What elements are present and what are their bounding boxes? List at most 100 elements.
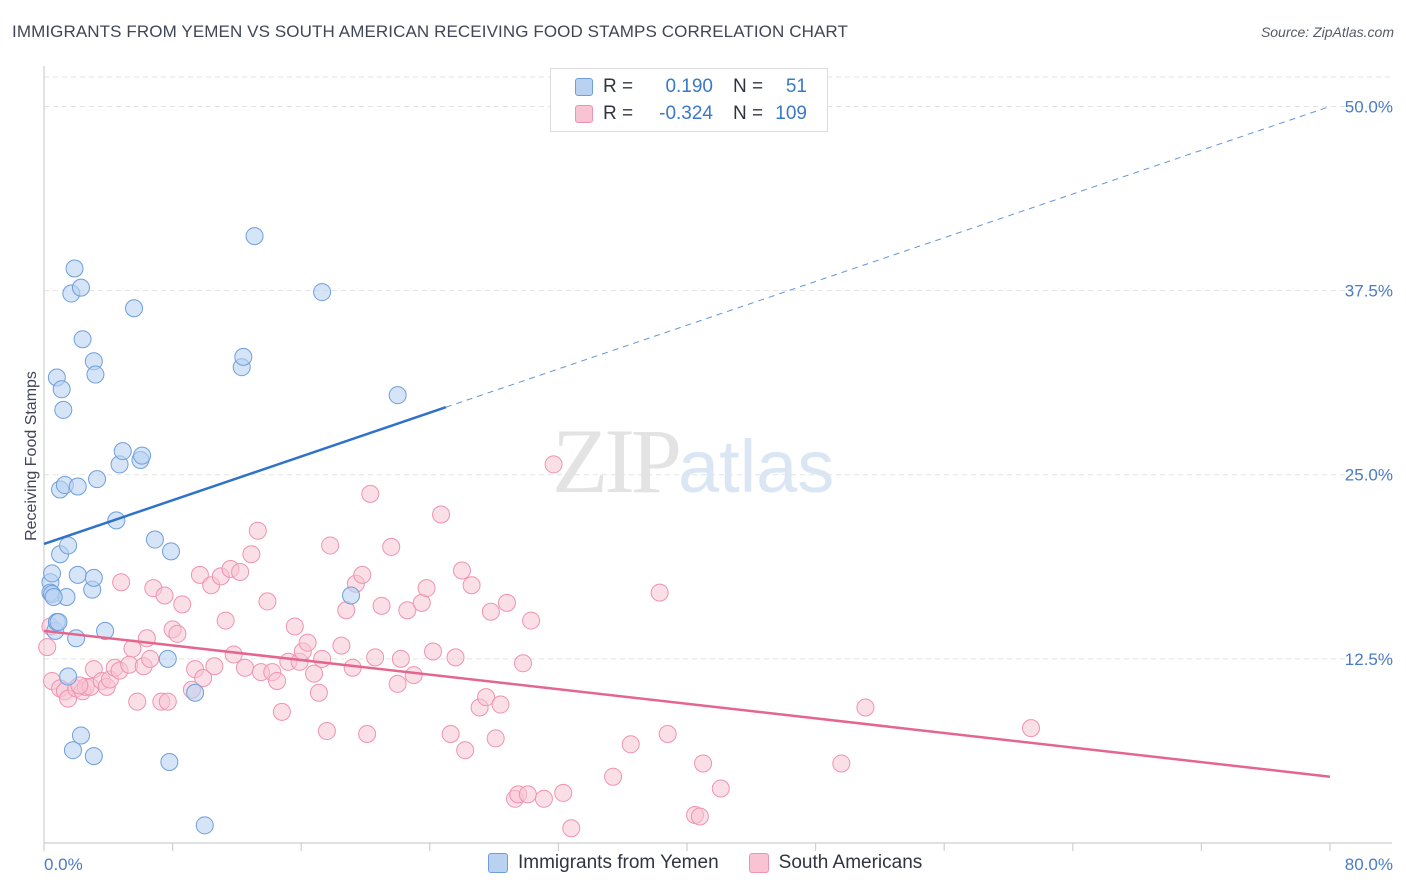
x-tick-label: 80.0% [1345, 855, 1393, 874]
data-point-south-americans [404, 666, 423, 685]
data-point-south-americans [856, 698, 875, 717]
data-point-yemen [67, 629, 86, 648]
trend-line-yemen-extrapolated [445, 105, 1331, 408]
data-point-yemen [342, 586, 361, 605]
data-point-south-americans [446, 648, 465, 667]
data-point-south-americans [497, 593, 516, 612]
data-point-south-americans [353, 565, 372, 584]
chart-title: IMMIGRANTS FROM YEMEN VS SOUTH AMERICAN … [12, 22, 848, 41]
data-point-yemen [245, 227, 264, 246]
data-point-south-americans [231, 562, 250, 581]
data-point-south-americans [112, 573, 131, 592]
data-point-south-americans [358, 724, 377, 743]
data-point-south-americans [305, 664, 324, 683]
legend-n-label: N = [733, 76, 764, 97]
data-point-yemen [195, 816, 214, 835]
data-point-south-americans [650, 583, 669, 602]
data-point-yemen [68, 565, 87, 584]
trend-line-south-americans [43, 629, 1331, 778]
bottom-legend-label: South Americans [778, 852, 923, 873]
data-point-south-americans [456, 741, 475, 760]
legend-swatch-pink [575, 105, 593, 123]
data-point-south-americans [432, 505, 451, 524]
data-point-south-americans [38, 638, 57, 657]
bottom-legend-swatch-blue [488, 853, 508, 873]
data-point-south-americans [361, 484, 380, 503]
data-point-south-americans [658, 724, 677, 743]
bottom-legend-yemen: Immigrants from Yemen [488, 852, 719, 874]
data-point-south-americans [321, 536, 340, 555]
data-point-south-americans [462, 576, 481, 595]
data-point-south-americans [452, 561, 471, 580]
y-axis-label: Receiving Food Stamps [23, 371, 40, 541]
legend-n-label: N = [733, 103, 764, 124]
data-point-south-americans [317, 722, 336, 741]
data-point-yemen [65, 259, 84, 278]
trend-line-yemen [43, 406, 447, 546]
data-point-south-americans [366, 648, 385, 667]
data-point-south-americans [158, 692, 177, 711]
data-point-yemen [161, 542, 180, 561]
data-point-south-americans [711, 779, 730, 798]
legend-n-value: 51 [785, 76, 807, 97]
data-point-south-americans [258, 592, 277, 611]
data-point-yemen [84, 568, 103, 587]
legend-r-value: -0.324 [659, 103, 713, 124]
trend-lines [43, 105, 1331, 778]
data-point-yemen [145, 530, 164, 549]
data-point-south-americans [391, 649, 410, 668]
data-point-south-americans [518, 785, 537, 804]
data-point-south-americans [224, 645, 243, 664]
data-point-yemen [186, 683, 205, 702]
data-point-yemen [125, 299, 144, 318]
data-point-south-americans [522, 611, 541, 630]
bottom-legend: Immigrants from Yemen South Americans [488, 852, 952, 874]
data-point-south-americans [372, 596, 391, 615]
data-point-south-americans [424, 642, 443, 661]
data-point-south-americans [690, 807, 709, 826]
data-point-south-americans [554, 783, 573, 802]
data-point-yemen [43, 564, 62, 583]
tick-labels: 12.5% 25.0% 37.5% 50.0% 0.0% 80.0% [44, 97, 1393, 874]
data-point-yemen [313, 283, 332, 302]
data-point-south-americans [268, 671, 287, 690]
data-point-yemen [44, 587, 63, 606]
data-point-yemen [88, 470, 107, 489]
data-point-south-americans [194, 669, 213, 688]
data-point-yemen [160, 752, 179, 771]
data-point-south-americans [190, 565, 209, 584]
data-point-south-americans [248, 521, 267, 540]
data-point-south-americans [481, 602, 500, 621]
x-tick-label: 0.0% [44, 855, 83, 874]
data-point-yemen [73, 330, 92, 349]
data-point-south-americans [141, 649, 160, 668]
data-point-yemen [59, 667, 78, 686]
series-immigrants-from-yemen [41, 227, 407, 835]
y-tick-label: 12.5% [1345, 650, 1393, 669]
data-point-yemen [63, 741, 82, 760]
data-point-south-americans [477, 688, 496, 707]
data-point-yemen [96, 621, 115, 640]
legend-r-value: 0.190 [665, 76, 713, 97]
data-point-yemen [59, 536, 78, 555]
data-point-yemen [52, 380, 71, 399]
data-point-south-americans [417, 579, 436, 598]
data-point-south-americans [272, 702, 291, 721]
data-point-south-americans [388, 674, 407, 693]
data-point-yemen [84, 747, 103, 766]
data-point-south-americans [168, 624, 187, 643]
data-point-yemen [49, 613, 68, 632]
data-point-south-americans [309, 683, 328, 702]
data-point-south-americans [155, 586, 174, 605]
data-point-south-americans [562, 819, 581, 838]
legend-n-value: 109 [775, 103, 807, 124]
data-point-south-americans [235, 658, 254, 677]
data-point-yemen [71, 278, 90, 297]
legend: R = 0.190 N = 51 R = -0.324 N = 109 [550, 68, 828, 132]
data-point-south-americans [313, 649, 332, 668]
data-point-south-americans [398, 601, 417, 620]
data-point-yemen [113, 442, 132, 461]
data-point-yemen [54, 400, 73, 419]
bottom-legend-south-americans: South Americans [748, 852, 923, 874]
